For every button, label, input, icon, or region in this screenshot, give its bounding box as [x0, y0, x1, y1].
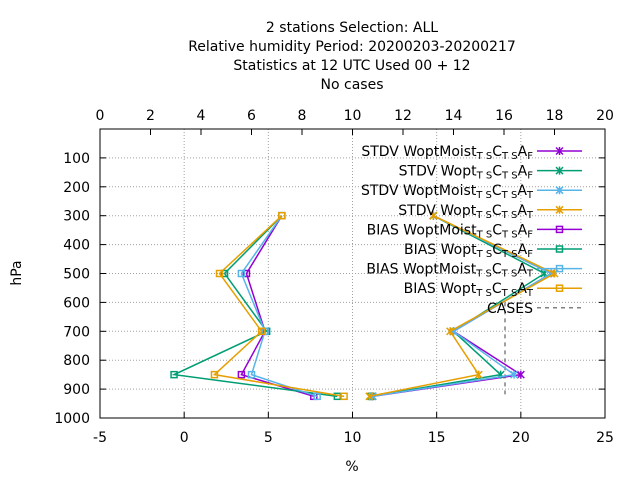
- x2-tick-label: 18: [546, 108, 564, 124]
- x-tick-label: -5: [93, 430, 107, 446]
- y-tick-label: 600: [63, 295, 90, 311]
- x2-tick-label: 16: [495, 108, 513, 124]
- x-tick-label: 25: [596, 430, 614, 446]
- legend-marker: [555, 146, 564, 156]
- legend: STDV WoptMoistT SCT SAF STDV WoptT SCT SA…: [361, 144, 582, 317]
- axis-ticks: -5 0 5 10 15 20 25 0 2 4 6 8 10 12 14 16 18 20 100 200 300 40…: [54, 108, 614, 446]
- data-point: [510, 370, 519, 379]
- y-tick-label: 800: [63, 353, 90, 369]
- title-line-3: No cases: [321, 77, 384, 93]
- data-point: [516, 370, 525, 379]
- data-point: [215, 269, 224, 278]
- legend-marker: [555, 225, 564, 234]
- legend-marker: [555, 264, 564, 273]
- data-point: [237, 370, 246, 379]
- x2-tick-label: 0: [96, 108, 105, 124]
- y-tick-label: 500: [63, 267, 90, 283]
- title-line-1: Relative humidity Period: 20200203-20200…: [188, 39, 516, 55]
- legend-marker: [555, 284, 564, 292]
- x2-tick-label: 14: [445, 108, 463, 124]
- x2-tick-label: 12: [394, 108, 412, 124]
- data-point: [278, 211, 286, 220]
- legend-entry-3: STDV WoptT SCT SAT: [398, 203, 534, 221]
- x-tick-label: 10: [344, 430, 362, 446]
- y-tick-label: 200: [63, 180, 90, 196]
- x-tick-label: 5: [264, 430, 273, 446]
- legend-entry-cases: CASES: [487, 301, 533, 317]
- grid: [100, 129, 605, 418]
- x2-tick-label: 20: [596, 108, 614, 124]
- y-tick-label: 400: [63, 238, 90, 254]
- x2-tick-label: 8: [298, 108, 307, 124]
- legend-entry-5: BIAS WoptT SCT SAF: [404, 242, 533, 260]
- series-7: [210, 211, 348, 401]
- data-point: [365, 392, 374, 401]
- title-line-0: 2 stations Selection: ALL: [266, 20, 438, 36]
- legend-marker: [555, 205, 564, 214]
- chart-title: 2 stations Selection: ALL Relative humidi…: [188, 20, 516, 93]
- data-point: [170, 370, 178, 379]
- legend-entry-1: STDV WoptT SCT SAF: [399, 164, 534, 182]
- y-tick-label: 100: [63, 151, 90, 167]
- legend-marker: [555, 186, 564, 195]
- x-tick-label: 20: [512, 430, 530, 446]
- x-tick-label: 0: [180, 430, 189, 446]
- x-tick-label: 15: [428, 430, 446, 446]
- series-line: [212, 215, 345, 398]
- x2-tick-label: 4: [197, 108, 206, 124]
- data-point: [257, 327, 266, 336]
- data-point: [237, 269, 246, 278]
- x-axis-label: %: [345, 459, 358, 475]
- data-point: [313, 392, 321, 401]
- title-line-2: Statistics at 12 UTC Used 00 + 12: [233, 58, 470, 74]
- data-point: [242, 269, 251, 278]
- y-tick-label: 700: [63, 324, 90, 340]
- data-point: [340, 392, 348, 401]
- legend-entry-6: BIAS WoptMoistT SCT SAT: [366, 262, 534, 280]
- data-point: [210, 370, 219, 379]
- data-point: [446, 327, 455, 336]
- x2-tick-label: 10: [344, 108, 362, 124]
- data-point: [474, 370, 483, 379]
- legend-entry-2: STDV WoptMoistT SCT SAT: [361, 183, 534, 201]
- y-axis-label: hPa: [9, 260, 25, 285]
- series-line: [171, 215, 338, 398]
- y-tick-label: 900: [63, 382, 90, 398]
- x2-tick-label: 6: [247, 108, 256, 124]
- data-point: [220, 269, 229, 278]
- y-tick-label: 1000: [54, 411, 90, 427]
- data-series: [170, 211, 559, 401]
- series-6: [237, 211, 321, 401]
- legend-entry-0: STDV WoptMoistT SCT SAF: [361, 144, 533, 162]
- legend-entry-7: BIAS WoptT SCT SAT: [404, 281, 534, 299]
- y-tick-label: 300: [63, 209, 90, 225]
- x2-tick-label: 2: [146, 108, 155, 124]
- legend-entry-4: BIAS WoptMoistT SCT SAF: [367, 222, 534, 240]
- data-point: [247, 370, 256, 379]
- legend-marker: [555, 245, 564, 253]
- data-point: [429, 211, 438, 220]
- series-3: [365, 211, 559, 401]
- legend-marker: [555, 166, 564, 175]
